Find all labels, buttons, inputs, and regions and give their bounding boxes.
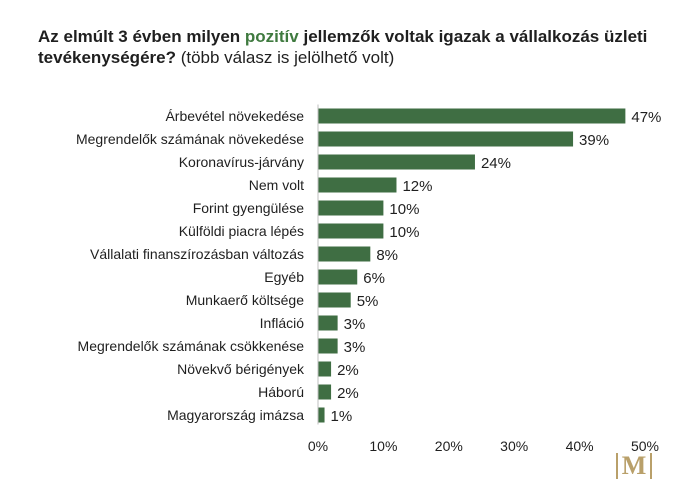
value-label: 1% xyxy=(331,408,353,425)
x-tick-label: 40% xyxy=(566,438,594,454)
bar xyxy=(318,246,371,262)
bar xyxy=(318,407,325,423)
bar xyxy=(318,292,351,308)
x-tick-label: 10% xyxy=(369,438,397,454)
logo-left-bar xyxy=(615,453,618,479)
bar xyxy=(318,361,332,377)
title-part1: Az elmúlt 3 évben milyen xyxy=(38,27,245,46)
x-tick-label: 30% xyxy=(500,438,528,454)
category-label: Megrendelők számának csökkenése xyxy=(78,338,305,354)
x-tick-label: 0% xyxy=(308,438,328,454)
bar xyxy=(318,384,332,400)
category-label: Vállalati finanszírozásban változás xyxy=(90,246,304,262)
category-label: Egyéb xyxy=(264,269,304,285)
category-label: Infláció xyxy=(260,315,305,331)
value-label: 5% xyxy=(357,293,379,310)
value-label: 39% xyxy=(579,132,609,149)
title-highlight: pozitív xyxy=(244,27,299,46)
bar xyxy=(318,338,338,354)
bar xyxy=(318,177,397,193)
value-label: 3% xyxy=(344,339,366,356)
value-label: 6% xyxy=(363,270,385,287)
value-label: 47% xyxy=(631,109,661,126)
value-label: 10% xyxy=(389,201,419,218)
bar xyxy=(318,200,384,216)
title-note: (több válasz is jelölhető volt) xyxy=(175,48,395,67)
chart-title: Az elmúlt 3 évben milyen pozitív jellemz… xyxy=(38,26,678,68)
value-label: 12% xyxy=(402,178,432,195)
category-label: Megrendelők számának növekedése xyxy=(76,131,304,147)
bar xyxy=(318,108,626,124)
value-label: 3% xyxy=(344,316,366,333)
category-label: Külföldi piacra lépés xyxy=(179,223,304,239)
category-label: Magyarország imázsa xyxy=(167,407,304,423)
logo-letter: M xyxy=(621,451,647,480)
logo: M xyxy=(612,452,656,480)
category-label: Háború xyxy=(258,384,304,400)
category-label: Forint gyengülése xyxy=(193,200,305,216)
x-tick-label: 50% xyxy=(631,438,659,454)
logo-right-bar xyxy=(650,453,653,479)
category-label: Növekvő bérigények xyxy=(177,361,305,377)
value-label: 24% xyxy=(481,155,511,172)
bar xyxy=(318,223,384,239)
category-label: Koronavírus-járvány xyxy=(179,154,304,170)
value-label: 2% xyxy=(337,362,359,379)
bar xyxy=(318,315,338,331)
bar xyxy=(318,131,574,147)
title-part2: jellemzők voltak igazak a vállalkozás üz… xyxy=(38,27,648,67)
bar xyxy=(318,154,475,170)
value-label: 10% xyxy=(389,224,419,241)
bar xyxy=(318,269,358,285)
x-tick-label: 20% xyxy=(435,438,463,454)
value-label: 2% xyxy=(337,385,359,402)
category-label: Nem volt xyxy=(249,177,304,193)
category-label: Munkaerő költsége xyxy=(186,292,305,308)
value-label: 8% xyxy=(376,247,398,264)
category-label: Árbevétel növekedése xyxy=(165,108,304,124)
